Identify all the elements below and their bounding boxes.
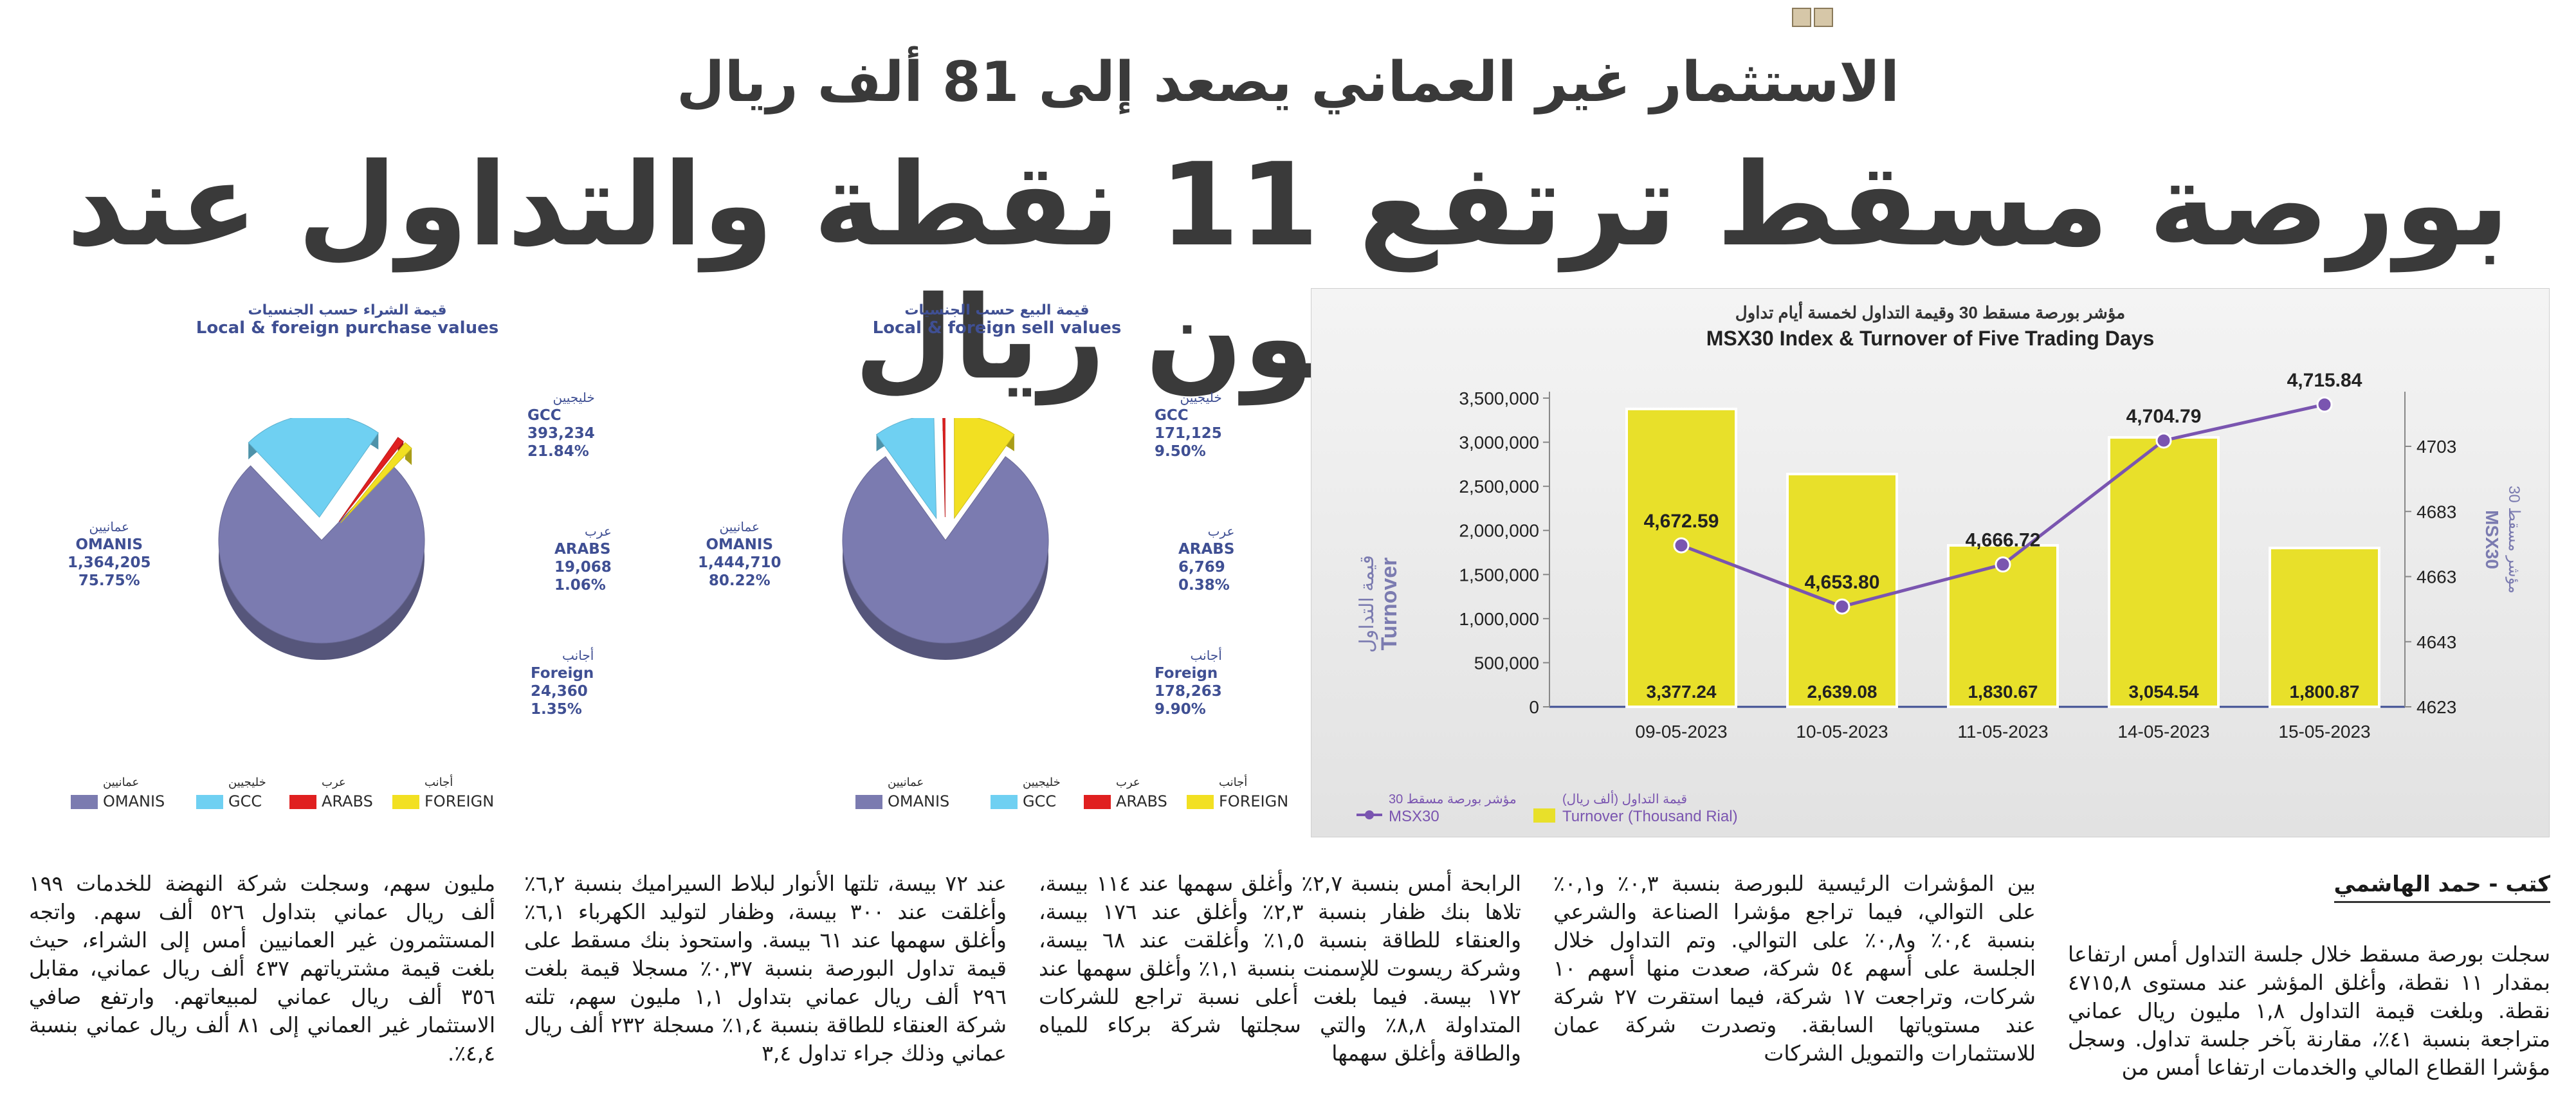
- msx30-point: [2316, 396, 2333, 413]
- purchase-pie-title: قيمة الشراء حسب الجنسيات Local & foreign…: [196, 302, 499, 338]
- purchase-pie-legend: عمانيين OMANIS خليجيين GCC عرب ARABS أجانب F…: [71, 776, 521, 818]
- bar-10-05-2023: [1786, 473, 1898, 708]
- right-axis-label-ar: مؤشر مسقط 30: [2505, 486, 2523, 594]
- sell-pie-chart: [842, 418, 1049, 660]
- legend-foreign: أجانب FOREIGN: [1187, 776, 1288, 810]
- sell-gcc-label: خليجيين GCC 171,125 9.50%: [1155, 390, 1222, 460]
- bar-value-label: 2,639.08: [1807, 682, 1877, 702]
- category-label: 11-05-2023: [1957, 722, 2048, 742]
- kicker-headline: الاستثمار غير العماني يصعد إلى 81 ألف ري…: [677, 50, 1899, 114]
- left-tick-label: 1,000,000: [1459, 609, 1539, 629]
- left-tick-label: 1,500,000: [1459, 565, 1539, 585]
- pie-slice-omanis: [842, 456, 1049, 644]
- bar-14-05-2023: [2108, 436, 2220, 709]
- pie-slice-foreign: [340, 442, 412, 524]
- pie-slice-omanis: [218, 465, 425, 644]
- left-axis-label-ar: قيمة التداول: [1357, 555, 1378, 653]
- msx30-value-label: 4,672.59: [1644, 511, 1719, 532]
- pie-slice-arabs: [942, 418, 945, 518]
- bar-value-label: 3,054.54: [2129, 682, 2199, 702]
- legend-bar-swatch: [1533, 808, 1555, 823]
- pie-slice-gcc: [248, 418, 379, 518]
- sell-arabs-label: عرب ARABS 6,769 0.38%: [1178, 524, 1235, 594]
- bar-09-05-2023: [1625, 407, 1737, 708]
- left-tick-label: 0: [1529, 697, 1539, 717]
- msx30-point: [1834, 598, 1850, 615]
- legend-omanis: عمانيين OMANIS: [855, 776, 949, 810]
- left-tick-label: 500,000: [1474, 653, 1539, 673]
- left-axis-label: Turnover: [1377, 558, 1402, 651]
- left-tick-label: 3,000,000: [1459, 433, 1539, 453]
- chart-title-ar: مؤشر بورصة مسقط 30 وقيمة التداول لخمسة أ…: [1735, 301, 2125, 323]
- legend-arabs: عرب ARABS: [1084, 776, 1167, 810]
- legend-foreign: أجانب FOREIGN: [392, 776, 494, 810]
- legend-line-marker: [1365, 810, 1374, 819]
- msx30-value-label: 4,666.72: [1966, 530, 2041, 551]
- right-tick-label: 4703: [2416, 437, 2456, 457]
- right-tick-label: 4643: [2416, 632, 2456, 652]
- left-tick-label: 3,500,000: [1459, 388, 1539, 408]
- category-label: 09-05-2023: [1635, 722, 1727, 742]
- category-label: 14-05-2023: [2117, 722, 2209, 742]
- pie-slice-gcc: [875, 418, 937, 520]
- article-column-4: عند ٧٢ بيسة، تلتها الأنوار لبلاط السيرام…: [524, 871, 1007, 1066]
- bar-value-label: 3,377.24: [1647, 682, 1717, 702]
- purchase-pie-chart: [218, 418, 425, 660]
- right-axis-label: MSX30: [2482, 510, 2502, 569]
- bar-value-label: 1,800.87: [2290, 682, 2360, 702]
- msx30-value-label: 4,704.79: [2126, 406, 2202, 427]
- pie-slice-arabs: [338, 437, 404, 522]
- msx30-point: [2155, 432, 2172, 449]
- category-label: 15-05-2023: [2278, 722, 2370, 742]
- bar-15-05-2023: [2269, 547, 2380, 708]
- right-tick-label: 4683: [2416, 502, 2456, 522]
- legend-gcc: خليجيين GCC: [196, 776, 266, 810]
- ornament-icon: [1814, 8, 1833, 27]
- ornament-icon: [1792, 8, 1811, 27]
- pie-slice-foreign: [954, 418, 1015, 520]
- article-column-3: الرابحة أمس بنسبة ٢,٧٪ وأغلق سهمها عند ١…: [1039, 871, 1521, 1066]
- purchase-gcc-label: خليجيين GCC 393,234 21.84%: [527, 390, 595, 460]
- legend-gcc: خليجيين GCC: [991, 776, 1061, 810]
- purchase-arabs-label: عرب ARABS 19,068 1.06%: [554, 524, 612, 594]
- legend-turnover-ar: قيمة التداول (ألف ريال): [1562, 790, 1687, 807]
- sell-omanis-label: عمانيين OMANIS 1,444,710 80.22%: [698, 519, 781, 589]
- right-tick-label: 4623: [2416, 697, 2456, 717]
- msx30-point: [1673, 537, 1690, 554]
- legend-msx30: MSX30: [1389, 808, 1439, 825]
- msx30-value-label: 4,715.84: [2287, 370, 2362, 391]
- article-column-5: مليون سهم، وسجلت شركة النهضة للخدمات ١٩٩…: [29, 871, 495, 1066]
- left-tick-label: 2,000,000: [1459, 521, 1539, 541]
- legend-omanis: عمانيين OMANIS: [71, 776, 165, 810]
- sell-foreign-label: أجانب Foreign 178,263 9.90%: [1155, 648, 1222, 718]
- right-tick-label: 4663: [2416, 567, 2456, 587]
- msx30-value-label: 4,653.80: [1805, 572, 1880, 593]
- article-byline: كتب - حمد الهاشمي: [2334, 871, 2550, 903]
- sell-pie-legend: عمانيين OMANIS خليجيين GCC عرب ARABS أجانب F…: [855, 776, 1306, 818]
- category-label: 10-05-2023: [1796, 722, 1888, 742]
- purchase-foreign-label: أجانب Foreign 24,360 1.35%: [531, 648, 594, 718]
- bar-value-label: 1,830.67: [1968, 682, 2038, 702]
- legend-turnover: Turnover (Thousand Rial): [1562, 808, 1738, 825]
- msx30-point: [1995, 556, 2011, 573]
- left-tick-label: 2,500,000: [1459, 477, 1539, 497]
- article-column-1: سجلت بورصة مسقط خلال جلسة التداول أمس ار…: [2068, 942, 2550, 1080]
- sell-pie-title: قيمة البيع حسب الجنسيات Local & foreign …: [872, 302, 1122, 338]
- msx30-chart-panel: مؤشر بورصة مسقط 30 وقيمة التداول لخمسة أ…: [1311, 288, 2550, 837]
- legend-msx30-ar: مؤشر بورصة مسقط 30: [1389, 792, 1517, 807]
- msx30-turnover-chart: مؤشر بورصة مسقط 30 وقيمة التداول لخمسة أ…: [1357, 301, 2523, 825]
- legend-arabs: عرب ARABS: [289, 776, 373, 810]
- purchase-omanis-label: عمانيين OMANIS 1,364,205 75.75%: [68, 519, 151, 589]
- chart-title: MSX30 Index & Turnover of Five Trading D…: [1706, 327, 2154, 350]
- article-column-2: بين المؤشرات الرئيسية للبورصة بنسبة ٠,٣٪…: [1553, 871, 2036, 1066]
